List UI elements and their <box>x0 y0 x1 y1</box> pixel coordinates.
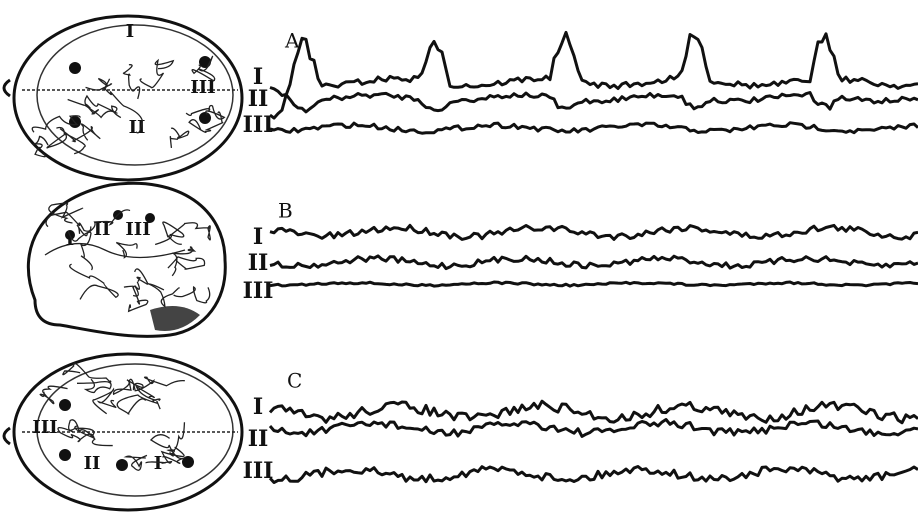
trace-label: II <box>248 250 269 276</box>
panel-label: B <box>278 199 293 223</box>
eeg-trace <box>270 467 918 483</box>
trace-label: III <box>243 112 274 138</box>
eeg-trace <box>270 282 918 286</box>
eeg-trace <box>270 225 918 239</box>
brain-label: I <box>154 453 162 474</box>
eeg-trace <box>270 420 918 437</box>
eeg-figure: I II III I II III III II I AIIIIIIBIIIII… <box>0 0 918 514</box>
trace-label: II <box>248 86 269 112</box>
trace-label: I <box>253 394 263 420</box>
electrode <box>69 62 81 74</box>
nose <box>4 428 10 444</box>
trace-label: III <box>243 458 274 484</box>
brain-label: III <box>32 417 57 438</box>
brain-label: III <box>125 219 150 240</box>
electrode <box>116 459 128 471</box>
brain-label: I <box>126 21 134 42</box>
eeg-trace <box>270 88 918 112</box>
trace-label: I <box>253 224 263 250</box>
trace-label: II <box>248 426 269 452</box>
eeg-trace <box>270 401 918 423</box>
electrode <box>59 399 71 411</box>
electrode <box>199 112 211 124</box>
electrode <box>59 449 71 461</box>
trace-label: III <box>243 278 274 304</box>
nose <box>4 80 10 96</box>
eeg-trace <box>270 32 918 118</box>
eeg-trace <box>270 123 918 134</box>
eeg-trace <box>270 256 918 269</box>
panel-label: C <box>287 369 302 393</box>
brain-label: II <box>84 453 101 474</box>
